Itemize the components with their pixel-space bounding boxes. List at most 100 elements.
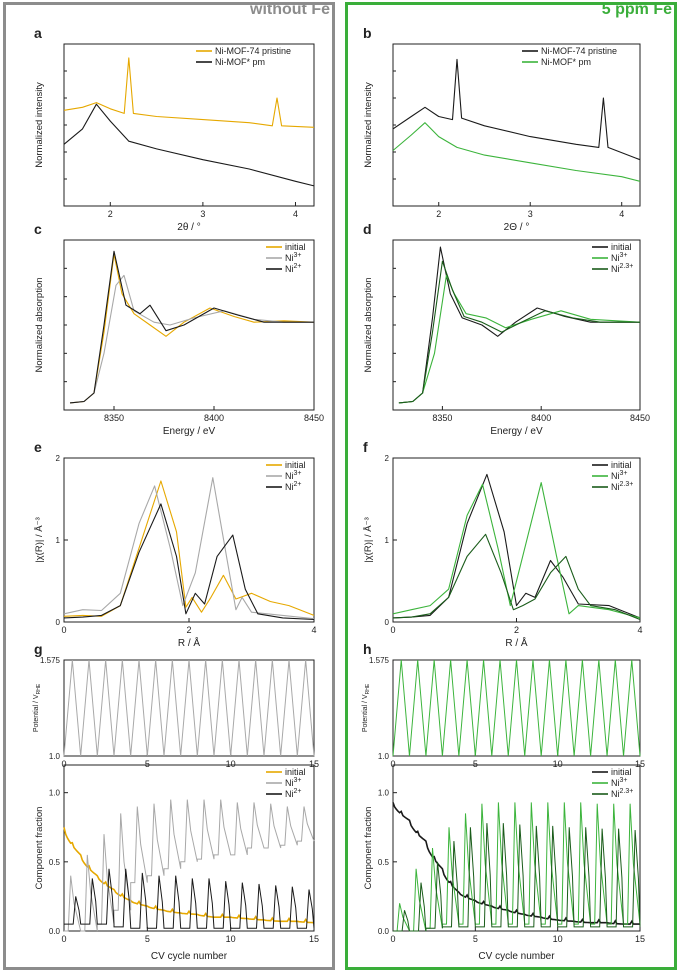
x-tick-label-e-2: 4 [311, 625, 316, 635]
y-axis-label-g: Potential / VRHE [33, 683, 42, 732]
plot-frame-g2 [63, 764, 315, 932]
legend-label-a-1: Ni-MOF* pm [215, 57, 265, 67]
x-tick-label-a-2: 4 [293, 209, 298, 219]
series-line-g2-1 [64, 799, 315, 932]
y-tick-label-h2-2: 1.0 [378, 789, 390, 798]
x-tick-label-g2-1: 5 [145, 934, 150, 944]
legend-label-f-0: initial [611, 460, 632, 470]
x-tick-label-h2-1: 5 [473, 934, 478, 944]
y-axis-label-d: Normalized absorption [363, 277, 374, 372]
y-axis-label-e: |χ(R)| / Å⁻³ [34, 517, 45, 563]
y-tick-label-h2-1: 0.5 [378, 858, 390, 867]
x-tick-label-h2-2: 10 [553, 934, 563, 944]
x-tick-label-h-3: 15 [635, 759, 645, 769]
legend-label-f-1: Ni3+ [611, 470, 627, 481]
x-tick-label-b-2: 4 [619, 209, 624, 219]
legend-label-h2-0: initial [611, 767, 632, 777]
y-axis-label-a: Normalized intensity [34, 82, 45, 168]
y-tick-label-e-0: 0 [56, 618, 61, 627]
panel-letter-a: a [34, 25, 42, 41]
x-tick-label-d-0: 8350 [432, 413, 452, 423]
x-tick-label-g-0: 0 [61, 759, 66, 769]
legend-label-c-2: Ni2+ [285, 263, 301, 274]
y-axis-label-b: Normalized intensity [363, 82, 374, 168]
x-tick-label-d-1: 8400 [531, 413, 551, 423]
y-tick-label-g2-1: 0.5 [49, 858, 61, 867]
series-line-c-2 [69, 250, 314, 404]
potential-trace-h [392, 659, 641, 757]
x-axis-label-e: R / Å [178, 636, 201, 649]
legend-label-g2-1: Ni3+ [285, 777, 301, 788]
y-tick-label-h-0: 1.0 [378, 752, 390, 761]
y-axis-label-f: |χ(R)| / Å⁻³ [363, 517, 374, 563]
panel-frame-without-fe [3, 2, 335, 970]
series-line-b-0 [392, 58, 641, 161]
series-line-d-0 [398, 246, 640, 404]
plot-frame-c [63, 239, 315, 411]
panel-letter-d: d [363, 221, 372, 237]
series-line-h2-1 [393, 802, 641, 932]
plot-frame-a [63, 43, 315, 207]
series-line-f-1 [392, 482, 641, 619]
plot-frame-e [63, 457, 315, 623]
panel-letter-b: b [363, 25, 372, 41]
legend-label-g2-2: Ni2+ [285, 788, 301, 799]
x-tick-label-f-2: 4 [637, 625, 642, 635]
y-tick-label-g2-2: 1.0 [49, 789, 61, 798]
x-tick-label-a-1: 3 [200, 209, 205, 219]
x-axis-label-a: 2θ / ° [177, 222, 200, 233]
y-tick-label-f-2: 2 [385, 454, 390, 463]
legend-label-h2-2: Ni2.3+ [611, 788, 633, 799]
plot-frame-f [392, 457, 641, 623]
series-line-g2-0 [63, 827, 315, 924]
legend-label-d-1: Ni3+ [611, 252, 627, 263]
x-tick-label-e-0: 0 [61, 625, 66, 635]
series-line-a-1 [63, 103, 315, 187]
legend-label-c-1: Ni3+ [285, 252, 301, 263]
x-tick-label-h2-3: 15 [635, 934, 645, 944]
panel-letter-g: g [34, 641, 43, 657]
series-line-c-1 [69, 274, 314, 404]
legend-label-b-0: Ni-MOF-74 pristine [541, 46, 617, 56]
y-axis-label-c: Normalized absorption [34, 277, 45, 372]
potential-trace-g [63, 659, 315, 757]
x-axis-label-b: 2Θ / ° [504, 222, 530, 233]
x-tick-label-e-1: 2 [186, 625, 191, 635]
y-axis-label-g2: Component fraction [34, 807, 45, 890]
x-tick-label-f-0: 0 [390, 625, 395, 635]
plot-frame-h2 [392, 764, 641, 932]
legend-label-e-0: initial [285, 460, 306, 470]
series-line-c-0 [69, 253, 315, 404]
panel-frame-5ppm-fe [345, 2, 677, 970]
x-axis-label-d: Energy / eV [490, 426, 543, 437]
series-line-h2-2 [393, 823, 641, 932]
y-tick-label-h-1: 1.575 [369, 656, 390, 665]
series-line-e-2 [63, 503, 315, 621]
panel-letter-c: c [34, 221, 42, 237]
panel-letter-e: e [34, 439, 42, 455]
y-tick-label-e-2: 2 [56, 454, 61, 463]
x-tick-label-g-1: 5 [145, 759, 150, 769]
legend-label-b-1: Ni-MOF* pm [541, 57, 591, 67]
series-line-f-2 [392, 533, 641, 621]
y-tick-label-g-1: 1.575 [40, 656, 61, 665]
y-tick-label-g-0: 1.0 [49, 752, 61, 761]
header-5ppm-fe: 5 ppm Fe [601, 1, 672, 18]
x-tick-label-a-0: 2 [108, 209, 113, 219]
y-tick-label-e-1: 1 [56, 536, 61, 545]
y-axis-label-h: Potential / VRHE [362, 683, 371, 732]
x-tick-label-b-0: 2 [436, 209, 441, 219]
legend-label-e-2: Ni2+ [285, 481, 301, 492]
series-line-a-0 [63, 57, 315, 128]
series-line-h2-0 [392, 802, 640, 925]
series-line-e-1 [63, 477, 315, 620]
legend-label-d-2: Ni2.3+ [611, 263, 633, 274]
legend-label-f-2: Ni2.3+ [611, 481, 633, 492]
x-tick-label-b-1: 3 [528, 209, 533, 219]
legend-label-g2-0: initial [285, 767, 306, 777]
x-tick-label-h-0: 0 [390, 759, 395, 769]
series-line-d-2 [398, 260, 640, 404]
x-tick-label-f-1: 2 [514, 625, 519, 635]
series-line-e-0 [63, 480, 315, 617]
